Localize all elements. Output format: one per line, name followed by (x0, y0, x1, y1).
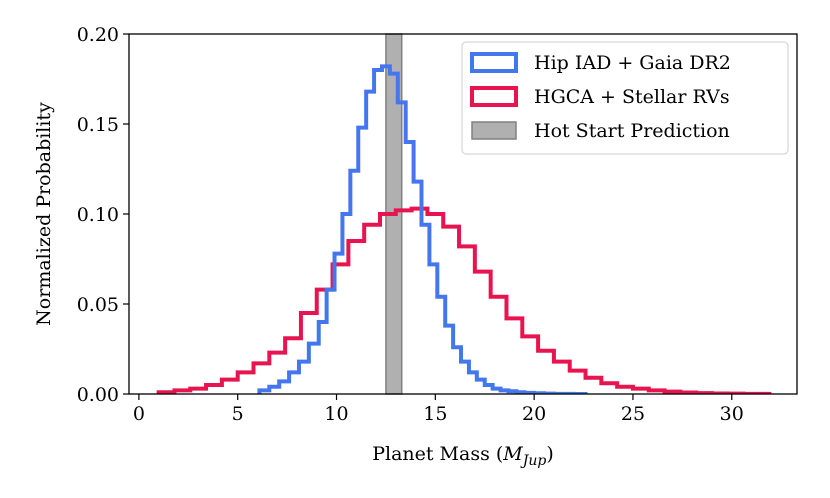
x-tick-label: 30 (720, 403, 744, 425)
x-axis-label-close: ) (546, 443, 553, 465)
y-tick-label: 0.00 (77, 384, 119, 406)
legend-swatch (470, 52, 518, 73)
legend-swatch (470, 86, 518, 107)
legend-box (461, 41, 789, 155)
x-axis-label-sub: Jup (520, 453, 547, 469)
legend-label: Hip IAD + Gaia DR2 (534, 52, 731, 74)
y-tick-label: 0.10 (77, 204, 119, 226)
legend-entry-hip-iad-gaia-dr2: Hip IAD + Gaia DR2 (470, 52, 731, 74)
y-axis-label: Normalized Probability (33, 102, 55, 326)
x-tick-label: 10 (324, 403, 348, 425)
x-tick-label: 5 (232, 403, 244, 425)
y-tick-label: 0.05 (77, 294, 119, 316)
y-axis-ticks: 0.00 0.05 0.10 0.15 0.20 (77, 24, 129, 406)
x-tick-label: 20 (522, 403, 546, 425)
x-tick-label: 0 (133, 403, 145, 425)
series-hip-iad-gaia-dr2 (257, 64, 588, 394)
legend-swatch (471, 121, 517, 140)
x-axis-label: Planet Mass (MJup) (372, 443, 554, 469)
legend-label: HGCA + Stellar RVs (534, 86, 730, 108)
x-axis-ticks: 0 5 10 15 20 25 30 (133, 394, 744, 425)
legend-entry-hgca-stellar-rvs: HGCA + Stellar RVs (470, 86, 730, 108)
y-tick-label: 0.20 (77, 24, 119, 46)
y-tick-label: 0.15 (77, 114, 119, 136)
x-axis-label-text: Planet Mass ( (372, 443, 503, 465)
series-layer (156, 64, 772, 394)
x-tick-label: 15 (423, 403, 447, 425)
x-axis-label-math: M (502, 443, 523, 465)
legend: Hip IAD + Gaia DR2 HGCA + Stellar RVs Hot … (461, 41, 789, 155)
series-hgca-stellar-rvs (156, 206, 772, 394)
legend-entry-hot-start-prediction: Hot Start Prediction (471, 120, 730, 142)
legend-label: Hot Start Prediction (534, 120, 730, 142)
x-tick-label: 25 (621, 403, 645, 425)
